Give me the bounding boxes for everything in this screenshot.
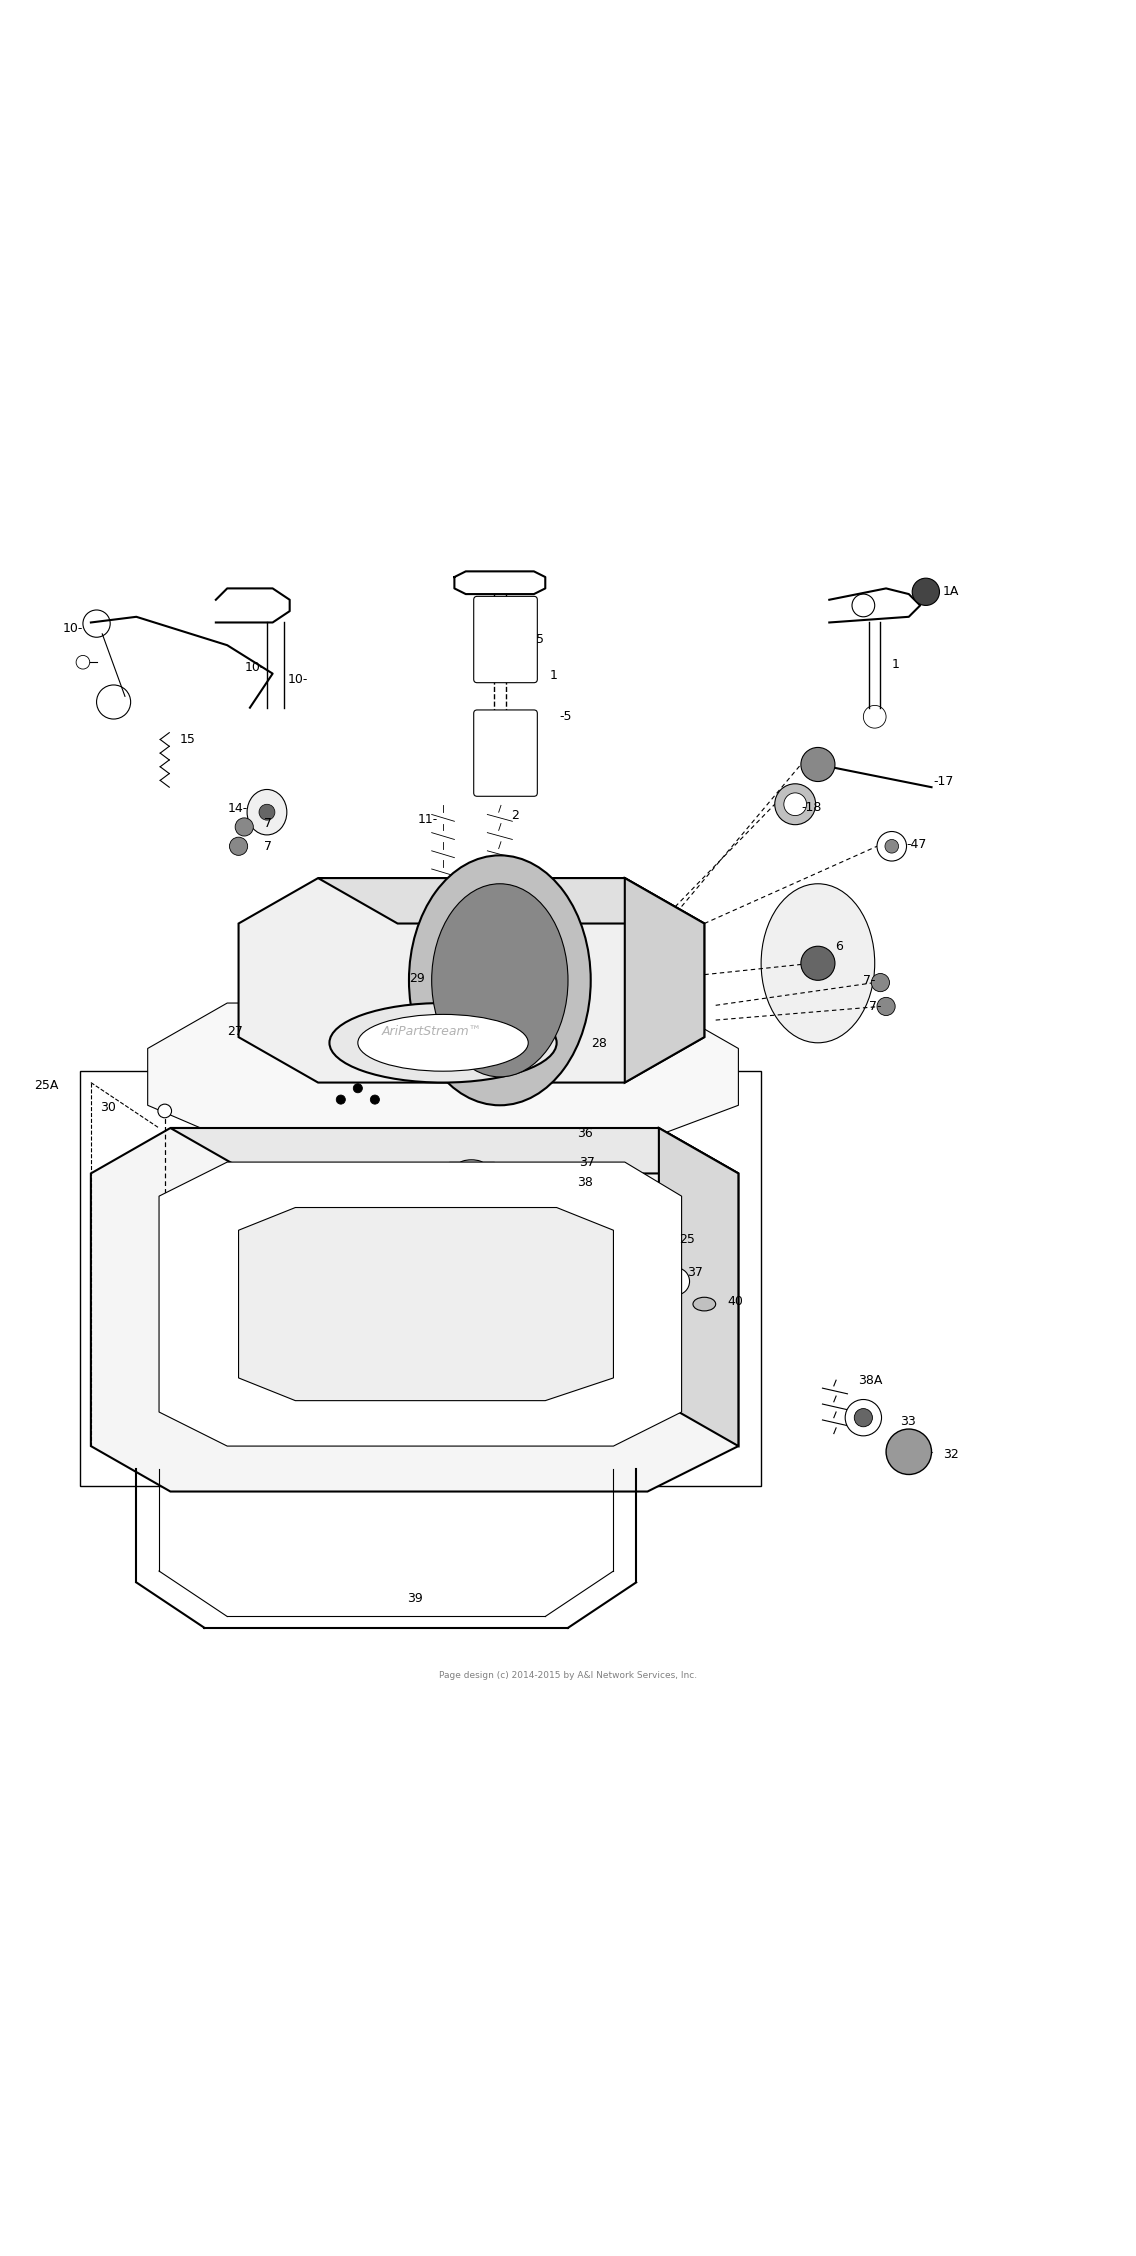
Circle shape bbox=[458, 1182, 485, 1209]
Text: 6: 6 bbox=[835, 941, 843, 952]
Ellipse shape bbox=[761, 884, 875, 1042]
Text: 27: 27 bbox=[227, 1024, 243, 1038]
Circle shape bbox=[158, 1103, 172, 1117]
Text: 2: 2 bbox=[511, 810, 519, 821]
Ellipse shape bbox=[693, 1297, 716, 1311]
Text: 10-: 10- bbox=[244, 661, 265, 675]
Circle shape bbox=[235, 819, 253, 837]
Text: 1: 1 bbox=[550, 670, 558, 681]
Text: 1A: 1A bbox=[943, 584, 959, 598]
Circle shape bbox=[784, 792, 807, 817]
Circle shape bbox=[854, 1408, 872, 1426]
Text: 10-: 10- bbox=[62, 623, 83, 634]
Circle shape bbox=[801, 945, 835, 981]
Text: 38: 38 bbox=[577, 1175, 593, 1189]
Text: 14-: 14- bbox=[227, 803, 248, 814]
Ellipse shape bbox=[329, 1004, 557, 1083]
Text: 7: 7 bbox=[264, 817, 272, 830]
Circle shape bbox=[912, 578, 939, 605]
Text: 11-: 11- bbox=[418, 812, 438, 826]
Ellipse shape bbox=[358, 1015, 528, 1072]
Polygon shape bbox=[625, 878, 704, 1083]
Text: 25A: 25A bbox=[34, 1078, 58, 1092]
Circle shape bbox=[259, 803, 275, 821]
Text: AriPartStream™: AriPartStream™ bbox=[382, 1024, 482, 1038]
Text: -5: -5 bbox=[559, 711, 571, 724]
Text: 5: 5 bbox=[536, 634, 544, 645]
Circle shape bbox=[76, 656, 90, 670]
Circle shape bbox=[370, 1072, 379, 1081]
Polygon shape bbox=[170, 1128, 738, 1173]
Text: 28: 28 bbox=[591, 1038, 607, 1051]
Polygon shape bbox=[659, 1128, 738, 1446]
Circle shape bbox=[845, 1399, 882, 1435]
Circle shape bbox=[871, 975, 889, 993]
Text: 30: 30 bbox=[100, 1101, 116, 1114]
Circle shape bbox=[670, 1275, 682, 1286]
Text: 37: 37 bbox=[687, 1266, 703, 1279]
Circle shape bbox=[877, 832, 907, 862]
Circle shape bbox=[886, 1428, 932, 1475]
FancyBboxPatch shape bbox=[474, 596, 537, 684]
Text: 36: 36 bbox=[577, 1128, 593, 1139]
Text: 1: 1 bbox=[892, 659, 900, 670]
Polygon shape bbox=[239, 878, 704, 1083]
Text: Page design (c) 2014-2015 by A&I Network Services, Inc.: Page design (c) 2014-2015 by A&I Network… bbox=[438, 1672, 698, 1681]
Ellipse shape bbox=[409, 855, 591, 1105]
Text: 7: 7 bbox=[264, 839, 272, 853]
Text: 7-: 7- bbox=[863, 975, 876, 986]
Text: 40: 40 bbox=[727, 1295, 743, 1308]
Circle shape bbox=[336, 1094, 345, 1103]
Text: 25: 25 bbox=[679, 1232, 695, 1245]
Polygon shape bbox=[318, 878, 704, 923]
Ellipse shape bbox=[461, 1180, 482, 1187]
Circle shape bbox=[662, 1268, 690, 1295]
Polygon shape bbox=[159, 1162, 682, 1446]
Polygon shape bbox=[91, 1128, 738, 1491]
Text: 38A: 38A bbox=[858, 1374, 882, 1387]
Ellipse shape bbox=[432, 884, 568, 1076]
Polygon shape bbox=[148, 1004, 738, 1139]
Circle shape bbox=[775, 783, 816, 826]
FancyBboxPatch shape bbox=[474, 711, 537, 796]
Circle shape bbox=[336, 1072, 345, 1081]
Text: 29: 29 bbox=[409, 972, 425, 984]
Circle shape bbox=[229, 837, 248, 855]
Circle shape bbox=[353, 1083, 362, 1092]
Ellipse shape bbox=[247, 790, 286, 835]
Text: 39: 39 bbox=[407, 1593, 423, 1604]
Text: 32: 32 bbox=[943, 1448, 959, 1460]
Text: 37: 37 bbox=[579, 1155, 595, 1169]
Text: -18: -18 bbox=[801, 801, 821, 814]
Circle shape bbox=[370, 1094, 379, 1103]
Text: 15: 15 bbox=[179, 733, 195, 747]
Bar bbox=[80, 1072, 761, 1487]
Bar bbox=[449, 1162, 494, 1218]
Circle shape bbox=[801, 747, 835, 781]
Text: 10-: 10- bbox=[287, 672, 308, 686]
Text: -17: -17 bbox=[934, 776, 954, 787]
Polygon shape bbox=[239, 1207, 613, 1401]
Text: 7-: 7- bbox=[869, 999, 882, 1013]
Text: 33: 33 bbox=[900, 1415, 916, 1428]
Ellipse shape bbox=[459, 1160, 484, 1169]
Text: -47: -47 bbox=[907, 837, 927, 851]
Ellipse shape bbox=[307, 1299, 443, 1367]
Circle shape bbox=[885, 839, 899, 853]
Circle shape bbox=[877, 997, 895, 1015]
